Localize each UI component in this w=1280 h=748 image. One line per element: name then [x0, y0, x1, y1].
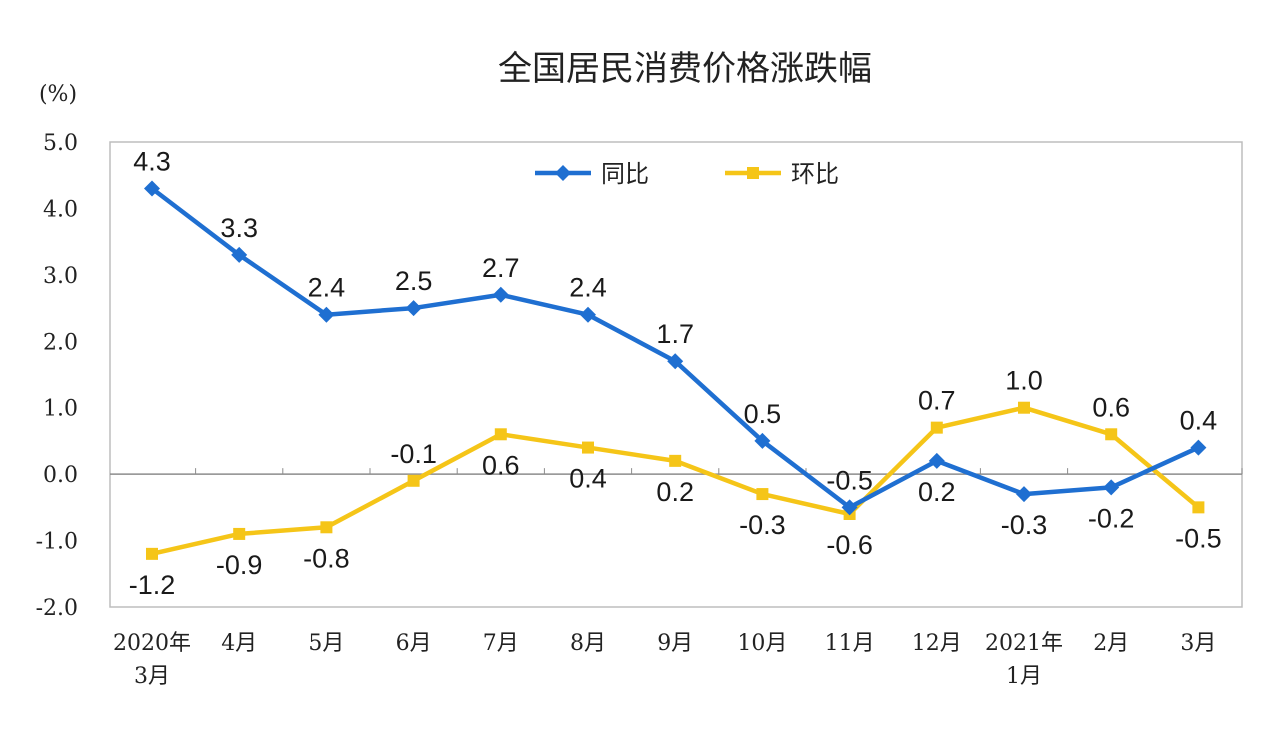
data-label-yoy: 4.3	[133, 147, 171, 177]
data-point-yoy	[1016, 486, 1032, 503]
y-unit-label: (%)	[39, 82, 77, 107]
data-point-mom	[146, 547, 158, 560]
data-point-yoy	[754, 432, 771, 449]
y-tick-label: 3.0	[43, 264, 78, 289]
x-tick-label: 3月	[134, 664, 170, 689]
data-point-mom	[407, 474, 420, 487]
data-point-yoy	[492, 286, 509, 303]
x-tick-label: 12月	[912, 631, 962, 656]
data-point-mom	[1192, 501, 1205, 514]
x-tick-label: 2月	[1093, 631, 1129, 656]
data-label-mom: -0.3	[739, 510, 786, 540]
y-tick-label: 1.0	[43, 397, 78, 422]
data-label-mom: -0.9	[216, 550, 263, 580]
data-label-yoy: 0.5	[744, 399, 782, 429]
x-tick-label: 2021年	[985, 631, 1063, 656]
data-label-mom: 0.2	[656, 477, 694, 507]
data-point-yoy	[928, 452, 945, 469]
data-label-mom: 0.4	[569, 464, 607, 494]
data-point-yoy	[1190, 439, 1207, 456]
data-label-mom: 0.6	[1092, 392, 1130, 422]
data-label-yoy: 1.7	[656, 319, 694, 349]
data-label-mom: -0.6	[826, 530, 873, 560]
x-tick-label: 8月	[570, 631, 606, 656]
data-point-mom	[930, 421, 943, 434]
data-label-yoy: 2.4	[569, 273, 607, 303]
data-point-mom	[320, 521, 333, 534]
y-tick-label: 4.0	[43, 197, 78, 222]
data-point-yoy	[580, 306, 596, 323]
data-point-yoy	[144, 180, 160, 197]
data-point-yoy	[1103, 479, 1120, 496]
data-label-yoy: -0.5	[826, 465, 873, 495]
data-label-yoy: 2.4	[308, 273, 346, 303]
data-point-yoy	[318, 306, 335, 323]
data-label-mom: -0.1	[390, 439, 437, 469]
data-label-mom: -0.8	[303, 543, 350, 573]
data-point-mom	[1018, 401, 1030, 414]
legend-marker-yoy	[555, 165, 571, 181]
y-tick-label: -2.0	[36, 596, 78, 621]
x-tick-label: 10月	[737, 631, 787, 656]
x-tick-label: 7月	[483, 631, 519, 656]
data-point-mom	[582, 441, 594, 454]
data-point-yoy	[405, 300, 422, 317]
y-tick-label: 2.0	[43, 330, 78, 355]
x-tick-label: 2020年	[113, 631, 191, 656]
data-label-mom: -0.5	[1175, 523, 1222, 553]
data-label-mom: 1.0	[1005, 366, 1043, 396]
data-point-mom	[233, 527, 246, 540]
legend-label-mom: 环比	[791, 160, 839, 188]
y-tick-label: 0.0	[43, 463, 78, 488]
data-label-yoy: -0.2	[1088, 503, 1135, 533]
data-point-mom	[494, 428, 507, 441]
data-label-mom: 0.6	[482, 450, 520, 480]
x-tick-label: 9月	[657, 631, 693, 656]
y-tick-label: -1.0	[36, 530, 78, 555]
x-tick-label: 6月	[396, 631, 432, 656]
plot-area-frame	[109, 141, 1243, 608]
data-label-yoy: 2.7	[482, 253, 520, 283]
data-point-mom	[1105, 428, 1118, 441]
data-point-mom	[669, 454, 682, 467]
chart-title: 全国居民消费价格涨跌幅	[498, 49, 872, 89]
data-point-mom	[756, 488, 769, 501]
x-tick-label: 11月	[825, 631, 875, 656]
data-label-mom: 0.7	[918, 386, 956, 416]
legend-marker-mom	[747, 167, 759, 179]
data-label-yoy: -0.3	[1001, 510, 1048, 540]
data-label-yoy: 0.4	[1180, 406, 1218, 436]
x-tick-label: 5月	[308, 631, 344, 656]
legend-label-yoy: 同比	[601, 160, 649, 188]
data-label-mom: -1.2	[129, 570, 176, 600]
data-point-yoy	[667, 353, 684, 370]
data-label-yoy: 3.3	[220, 213, 258, 243]
x-tick-label: 3月	[1180, 631, 1216, 656]
y-tick-label: 5.0	[43, 131, 78, 156]
x-tick-label: 4月	[221, 631, 257, 656]
data-label-yoy: 2.5	[395, 266, 433, 296]
data-point-yoy	[841, 499, 858, 516]
data-label-yoy: 0.2	[918, 477, 956, 507]
x-tick-label: 1月	[1006, 664, 1042, 689]
data-point-yoy	[231, 246, 248, 263]
